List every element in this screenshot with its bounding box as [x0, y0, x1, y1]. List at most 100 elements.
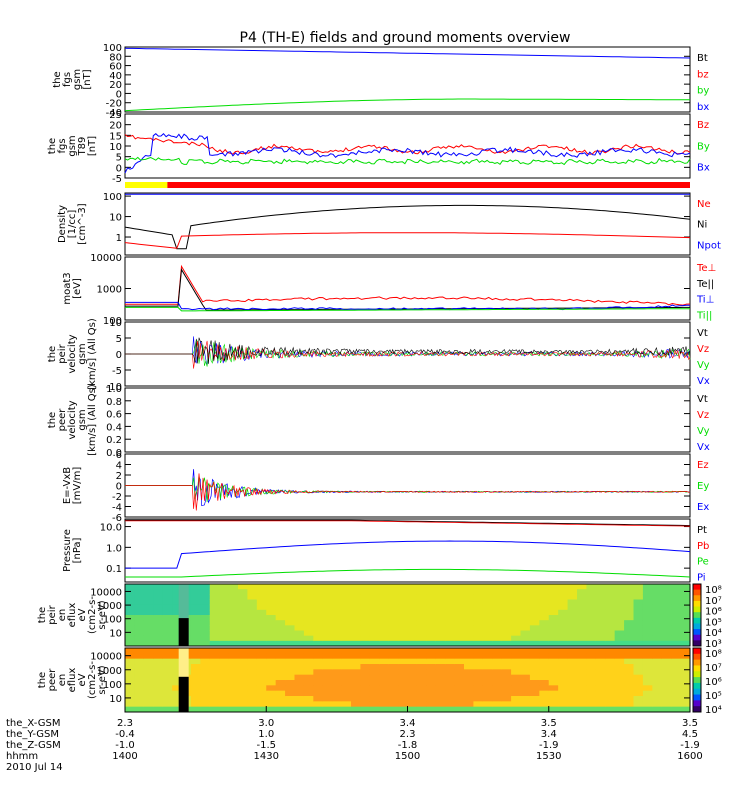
- spectrogram-cell: [511, 604, 521, 611]
- spectrogram-cell: [652, 640, 663, 647]
- spectrogram-cell: [464, 696, 474, 702]
- spectrogram-cell: [294, 594, 305, 600]
- spectrogram-cell: [285, 701, 295, 708]
- spectrogram-cell: [209, 630, 220, 637]
- spectrogram-cell: [520, 620, 531, 626]
- spectrogram-cell: [445, 680, 456, 686]
- spectrogram-cell: [435, 653, 446, 660]
- spectrogram-cell: [492, 635, 503, 642]
- spectrogram-cell: [482, 640, 493, 647]
- spectrogram-cell: [332, 620, 343, 626]
- spectrogram-cell: [209, 658, 220, 665]
- spectrogram-cell: [303, 690, 314, 697]
- colorbar-swatch: [693, 612, 701, 619]
- spectrogram-cell: [190, 706, 201, 713]
- spectrogram-cell: [464, 604, 474, 611]
- spectrogram-cell: [275, 690, 286, 697]
- y-axis-label-line: [km/s] (All Qs): [87, 318, 98, 390]
- spectrogram-cell: [548, 706, 559, 713]
- colorbar-label: 10⁸: [705, 649, 722, 660]
- spectrogram-cell: [416, 609, 427, 616]
- spectrogram-cell: [322, 669, 333, 676]
- y-tick-label: 20: [109, 121, 122, 132]
- spectrogram-cell: [172, 664, 182, 670]
- spectrogram-cell: [322, 589, 333, 595]
- spectrogram-cell: [661, 599, 672, 606]
- spectrogram-cell: [680, 701, 691, 708]
- spectrogram-cell: [464, 584, 474, 590]
- spectrogram-cell: [520, 685, 531, 692]
- spectrogram-cell: [614, 589, 625, 595]
- spectrogram-cell: [256, 653, 267, 660]
- spectrogram-cell: [539, 615, 550, 621]
- spectrogram-cell: [426, 604, 437, 611]
- spectrogram-cell: [172, 615, 182, 621]
- spectrogram-cell: [435, 685, 446, 692]
- spectrogram-cell: [407, 604, 418, 611]
- spectrogram-cell: [134, 625, 145, 631]
- spectrogram-cell: [172, 653, 182, 660]
- spectrogram-cell: [586, 706, 597, 713]
- spectrogram-cell: [388, 669, 399, 676]
- spectrogram-cell: [219, 589, 230, 595]
- spectrogram-cell: [586, 620, 597, 626]
- spectrogram-cell: [548, 604, 559, 611]
- spectrogram-cell: [633, 609, 644, 616]
- spectrogram-cell: [322, 594, 333, 600]
- spectrogram-cell: [238, 584, 248, 590]
- spectrogram-cell: [379, 685, 390, 692]
- spectrogram-cell: [332, 701, 343, 708]
- spectrogram-cell: [332, 680, 343, 686]
- spectrogram-cell: [209, 604, 220, 611]
- spectrogram-cell: [529, 609, 540, 616]
- spectrogram-cell: [219, 696, 230, 702]
- orbit-row-value: 2.3: [117, 718, 133, 729]
- spectrogram-cell: [586, 664, 597, 670]
- spectrogram-cell: [501, 604, 512, 611]
- spectrogram-cell: [605, 669, 616, 676]
- spectrogram-cell: [134, 630, 145, 637]
- spectrogram-data-gap: [178, 676, 189, 712]
- spectrogram-cell: [539, 609, 550, 616]
- spectrogram-cell: [351, 620, 361, 626]
- spectrogram-cell: [624, 696, 634, 702]
- spectrogram-cell: [642, 706, 653, 713]
- spectrogram-cell: [511, 625, 521, 631]
- spectrogram-cell: [624, 635, 634, 642]
- spectrogram-cell: [492, 685, 503, 692]
- spectrogram-cell: [190, 674, 201, 681]
- spectrogram-cell: [341, 706, 352, 713]
- spectrogram-cell: [416, 680, 427, 686]
- spectrogram-cell: [134, 664, 145, 670]
- y-axis-label-line: peir: [57, 343, 68, 363]
- spectrogram-cell: [511, 630, 521, 637]
- spectrogram-cell: [539, 625, 550, 631]
- spectrogram-cell: [558, 664, 569, 670]
- spectrogram-cell: [143, 696, 154, 702]
- spectrogram-cell: [605, 594, 616, 600]
- spectrogram-cell: [351, 706, 361, 713]
- spectrogram-cell: [567, 640, 578, 647]
- spectrogram-cell: [238, 594, 248, 600]
- spectrogram-cell: [520, 669, 531, 676]
- spectrogram-cell: [303, 625, 314, 631]
- spectrogram-cell: [322, 604, 333, 611]
- colorbar-swatch: [693, 665, 701, 672]
- spectrogram-cell: [605, 696, 616, 702]
- spectrogram-cell: [294, 599, 305, 606]
- spectrogram-cell: [445, 696, 456, 702]
- spectrogram-cell: [351, 674, 361, 681]
- spectrogram-cell: [426, 635, 437, 642]
- spectrogram-cell: [341, 604, 352, 611]
- spectrogram-cell: [219, 599, 230, 606]
- spectrogram-cell: [624, 706, 634, 713]
- spectrogram-cell: [464, 674, 474, 681]
- legend-entry: Ey: [697, 481, 709, 492]
- spectrogram-cell: [275, 669, 286, 676]
- spectrogram-cell: [567, 690, 578, 697]
- spectrogram-cell: [388, 635, 399, 642]
- spectrogram-cell: [134, 680, 145, 686]
- spectrogram-cell: [567, 696, 578, 702]
- spectrogram-cell: [275, 674, 286, 681]
